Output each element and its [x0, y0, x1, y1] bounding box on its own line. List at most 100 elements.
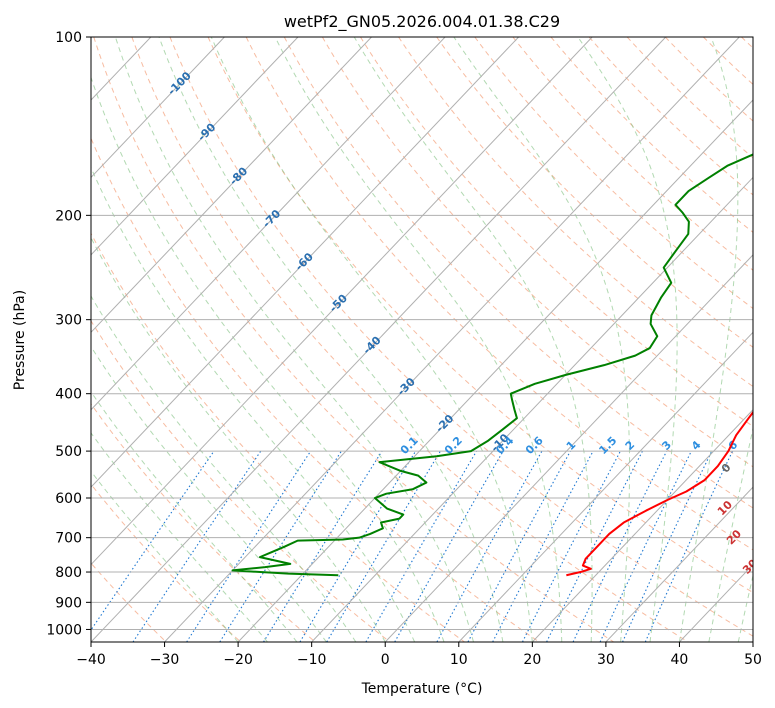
mixing-ratio-line [299, 450, 417, 642]
x-tick-label: −30 [150, 652, 180, 668]
mixing-ratio-label: 0.6 [523, 434, 546, 457]
plot-frame [90, 36, 754, 643]
mixing-ratio-label: 8 [755, 438, 770, 453]
mixing-ratio-line [263, 450, 383, 642]
dry-adiabat [91, 137, 540, 642]
dry-adiabat [283, 37, 753, 509]
moist-adiabats [91, 37, 753, 642]
dry-adiabat [474, 37, 753, 310]
mixing-ratio-line [394, 450, 504, 642]
x-axis-title: Temperature (°C) [361, 681, 483, 697]
isotherm-line [605, 486, 753, 642]
y-tick-label: 600 [55, 491, 82, 507]
moist-adiabat-label: 40 [754, 589, 774, 609]
dry-adiabat [245, 37, 753, 551]
moist-adiabat-label: 10 [715, 498, 735, 518]
isotherm-line [752, 641, 753, 642]
y-tick-label: 900 [55, 595, 82, 611]
moist-adiabat [577, 37, 678, 642]
isotherm-line [91, 37, 667, 642]
moist-adiabat [91, 470, 239, 642]
mixing-ratio-line [186, 450, 312, 642]
mixing-ratio-line [91, 450, 215, 631]
moist-adiabat [91, 236, 386, 642]
isotherm-line [91, 37, 593, 566]
mixing-ratio-line [622, 450, 713, 642]
moist-adiabat [210, 37, 533, 642]
mixing-ratio-line [572, 450, 668, 642]
mixing-ratio-label: 1.5 [596, 434, 619, 457]
isotherm-line [91, 37, 446, 411]
moist-adiabat [274, 37, 563, 642]
moist-adiabat [737, 573, 753, 642]
y-tick-label: 300 [55, 313, 82, 329]
x-axis: −40 −30 −20 −10 0 10 20 30 40 50 [76, 642, 762, 668]
y-axis-title: Pressure (hPa) [12, 290, 28, 390]
isotherm-line [237, 99, 753, 642]
dry-adiabats [91, 37, 753, 642]
y-tick-label: 400 [55, 387, 82, 403]
dry-adiabat [93, 37, 614, 642]
mixing-ratio-line [365, 450, 478, 642]
x-tick-label: −20 [223, 652, 253, 668]
dry-adiabat [169, 37, 753, 637]
mixing-ratio-line [644, 450, 734, 642]
x-tick-label: −40 [76, 652, 106, 668]
isotherm-line [91, 37, 299, 256]
chart-title: wetPf2_GN05.2026.004.01.38.C29 [284, 12, 560, 32]
x-tick-label: 30 [597, 652, 615, 668]
dry-adiabat [91, 403, 316, 642]
dry-adiabat [703, 37, 753, 86]
moist-adiabat [114, 37, 474, 642]
dry-adiabat [398, 37, 753, 388]
isotherm-line [91, 37, 225, 179]
moist-adiabat [91, 295, 357, 642]
x-tick-label: 0 [381, 652, 390, 668]
mixing-ratio-line [467, 450, 571, 642]
isotherm-line [458, 331, 753, 642]
moist-adiabat [91, 390, 298, 642]
y-tick-label: 1000 [46, 622, 82, 638]
moist-adiabat [678, 37, 739, 642]
mixing-ratio-lines [91, 450, 734, 642]
x-tick-label: 20 [523, 652, 541, 668]
moist-adiabat [91, 345, 327, 642]
y-tick-label: 700 [55, 531, 82, 547]
isotherm-line [91, 37, 520, 488]
dry-adiabat [436, 37, 753, 348]
mixing-ratio-line [546, 450, 643, 642]
isotherm-line [311, 176, 753, 642]
moist-adiabat [353, 37, 593, 642]
x-tick-label: 50 [744, 652, 762, 668]
sounding-series [231, 153, 753, 577]
moist-adiabat [91, 432, 268, 642]
mixing-ratio-line [436, 450, 543, 642]
isobars [91, 37, 753, 630]
x-tick-label: 10 [450, 652, 468, 668]
dry-adiabat [321, 37, 753, 468]
moist-adiabat [91, 166, 416, 642]
isotherm-line [384, 254, 753, 642]
x-tick-label: −10 [297, 652, 327, 668]
dry-adiabat [207, 37, 753, 594]
x-tick-label: 40 [671, 652, 689, 668]
isotherm-line [0, 37, 4, 642]
mixing-ratio-line [521, 450, 621, 642]
moist-adiabat-label: 20 [724, 527, 744, 547]
moist-adiabat-label: 30 [740, 557, 760, 577]
dry-adiabat [626, 37, 753, 159]
dry-adiabat [664, 37, 753, 122]
moist-adiabat [91, 75, 445, 642]
isotherms [0, 37, 753, 642]
y-axis: 100 200 300 400 500 600 700 800 900 1000 [46, 30, 91, 638]
y-tick-label: 100 [55, 30, 82, 46]
dewpoint-line [231, 153, 753, 577]
y-tick-label: 800 [55, 565, 82, 581]
isotherm-line [91, 37, 372, 334]
dry-adiabat [91, 232, 465, 642]
moist-adiabat [453, 37, 631, 642]
y-tick-label: 200 [55, 208, 82, 224]
mixing-ratio-line [219, 450, 342, 642]
y-tick-label: 500 [55, 444, 82, 460]
